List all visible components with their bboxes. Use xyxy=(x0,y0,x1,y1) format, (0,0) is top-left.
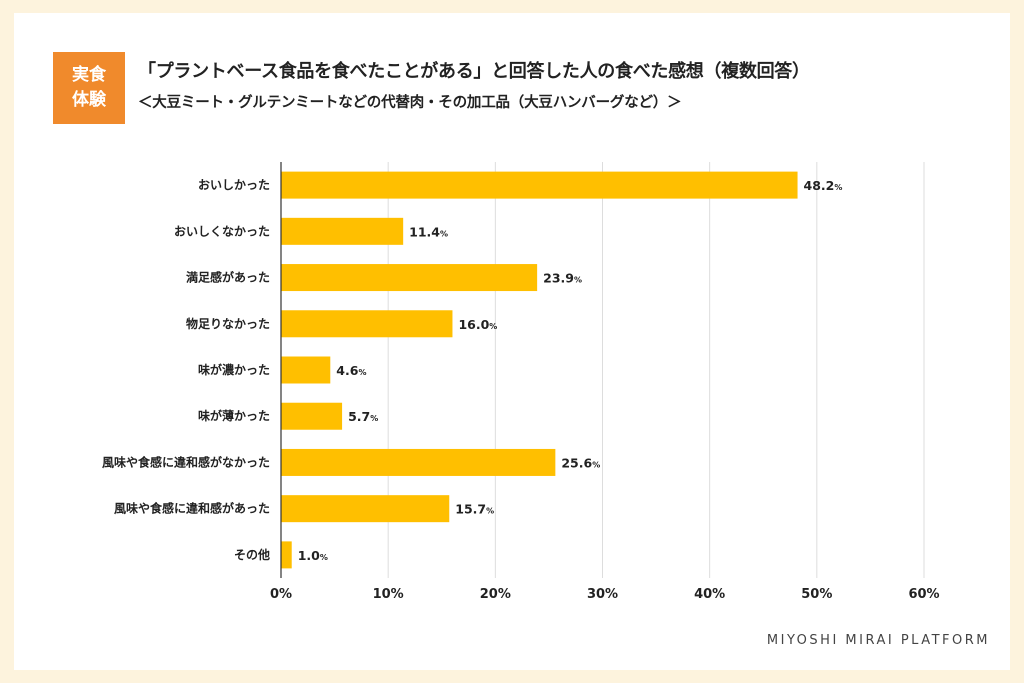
chart-title: 「プラントベース食品を食べたことがある」と回答した人の食べた感想（複数回答） xyxy=(138,61,810,82)
value-label: 48.2% xyxy=(804,178,843,193)
value-label: 25.6% xyxy=(561,455,600,470)
x-tick-label: 10% xyxy=(373,587,404,602)
bar xyxy=(281,448,556,476)
badge-line-1: 実食 xyxy=(72,65,106,85)
value-label: 1.0% xyxy=(298,548,328,563)
value-unit: % xyxy=(574,276,582,285)
bar xyxy=(281,495,450,523)
footer-brand: MIYOSHI MIRAI PLATFORM xyxy=(766,633,990,648)
category-label: 風味や食感に違和感があった xyxy=(114,501,270,516)
x-tick-label: 50% xyxy=(801,587,832,602)
value-label: 23.9% xyxy=(543,271,582,286)
value-unit: % xyxy=(486,507,494,516)
value-unit: % xyxy=(370,414,378,423)
chart-subtitle: ＜大豆ミート・グルテンミートなどの代替肉・その加工品（大豆ハンバーグなど）＞ xyxy=(138,95,682,111)
x-tick-label: 60% xyxy=(908,587,939,602)
value-unit: % xyxy=(440,229,448,238)
x-tick-label: 20% xyxy=(480,587,511,602)
category-label: おいしかった xyxy=(198,178,270,192)
value-label: 15.7% xyxy=(455,502,494,517)
bar xyxy=(281,264,538,292)
bar xyxy=(281,402,343,430)
value-label: 5.7% xyxy=(348,409,378,424)
value-label: 11.4% xyxy=(409,224,448,239)
badge-line-2: 体験 xyxy=(72,90,106,110)
category-label: おいしくなかった xyxy=(174,224,270,238)
x-tick-label: 40% xyxy=(694,587,725,602)
bar xyxy=(281,217,404,245)
category-label: 風味や食感に違和感がなかった xyxy=(102,454,270,469)
bar xyxy=(281,541,292,569)
bar xyxy=(281,171,798,199)
category-label: 味が薄かった xyxy=(198,408,270,423)
category-label: 物足りなかった xyxy=(186,316,270,331)
value-label: 16.0% xyxy=(458,317,497,332)
x-tick-label: 30% xyxy=(587,587,618,602)
chart-card xyxy=(14,13,1010,670)
value-unit: % xyxy=(834,183,842,192)
value-label: 4.6% xyxy=(336,363,366,378)
bar xyxy=(281,310,453,338)
category-label: その他 xyxy=(234,547,270,562)
value-unit: % xyxy=(358,368,366,377)
category-label: 味が濃かった xyxy=(198,362,270,377)
bar xyxy=(281,356,331,384)
value-unit: % xyxy=(320,553,328,562)
category-badge: 実食 体験 xyxy=(53,52,125,124)
category-label: 満足感があった xyxy=(186,270,270,285)
value-unit: % xyxy=(489,322,497,331)
x-tick-label: 0% xyxy=(270,587,292,602)
value-unit: % xyxy=(592,460,600,469)
